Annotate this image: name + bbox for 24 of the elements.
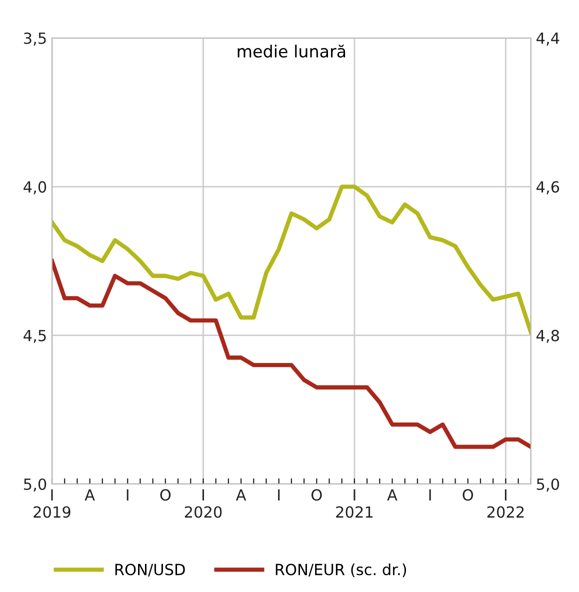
x-tick-label: I 2022	[487, 489, 524, 518]
y-tick-label: 3,5	[24, 32, 46, 46]
x-tick-label: I	[126, 489, 128, 500]
x-tick-label: O	[311, 489, 322, 501]
line-series	[52, 258, 531, 449]
x-tick-label: I	[278, 489, 280, 500]
x-tick-label: O	[462, 489, 474, 501]
y-tick-label: 4,5	[24, 330, 46, 343]
x-tick-label: I	[429, 489, 431, 500]
x-tick-label: A	[84, 489, 95, 500]
line-series	[52, 184, 531, 334]
y2-tick-label: 4,6	[536, 181, 560, 194]
y2-tick-label: 4,8	[536, 330, 560, 343]
x-tick-label: I 2020	[184, 489, 222, 518]
x-tick-label: A	[387, 489, 398, 500]
legend-label: RON/EUR (sc. dr.)	[276, 563, 406, 578]
x-tick-label: I 2021	[336, 489, 372, 518]
legend-label: RON/USD	[115, 564, 185, 576]
y2-tick-label: 5,0	[536, 478, 560, 492]
y2-tick-label: 4,4	[536, 32, 560, 46]
x-tick-label: A	[236, 489, 246, 500]
chart-title: medie lunară	[238, 44, 346, 58]
y-tick-label: 4,0	[24, 181, 46, 194]
x-tick-label: O	[160, 489, 171, 501]
